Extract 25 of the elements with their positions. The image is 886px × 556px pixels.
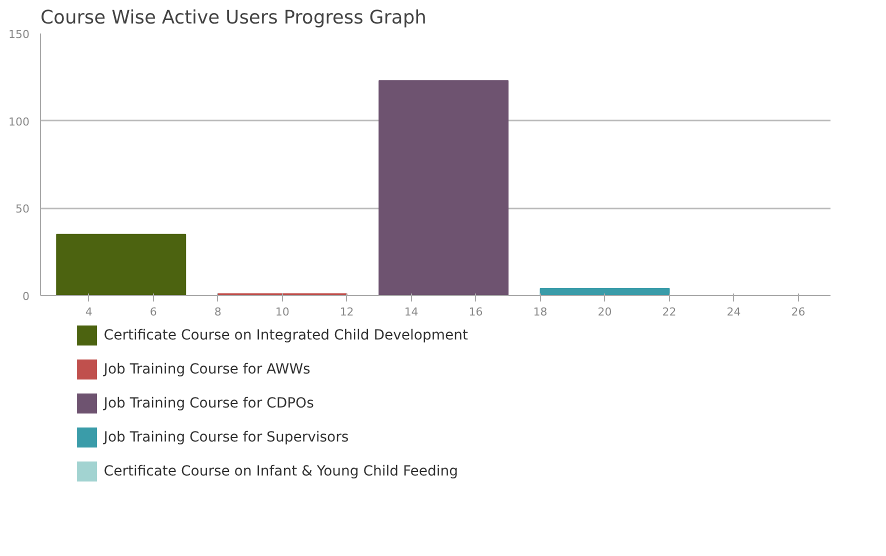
x-tick-label: 24 xyxy=(726,306,741,318)
chart-title: Course Wise Active Users Progress Graph xyxy=(40,8,426,28)
x-tick-label: 20 xyxy=(598,306,612,318)
bar xyxy=(378,80,509,296)
legend-label: Job Training Course for CDPOs xyxy=(102,396,314,412)
bar xyxy=(540,288,670,296)
y-tick-label: 100 xyxy=(8,115,30,128)
y-tick-label: 50 xyxy=(16,202,30,216)
x-tick-label: 16 xyxy=(468,306,483,318)
x-tick-label: 10 xyxy=(275,306,290,318)
y-tick-label: 150 xyxy=(8,28,30,41)
legend-label: Certificate Course on Integrated Child Development xyxy=(104,328,468,344)
legend-label: Certificate Course on Infant & Young Child Feeding xyxy=(104,464,458,480)
y-tick-label: 0 xyxy=(22,290,30,303)
legend-label: Job Training Course for AWWs xyxy=(102,362,310,378)
x-tick-label: 12 xyxy=(340,306,354,318)
x-tick-label: 14 xyxy=(404,306,418,318)
x-tick-label: 8 xyxy=(214,306,222,318)
bar xyxy=(56,234,186,296)
legend-label: Job Training Course for Supervisors xyxy=(102,430,349,446)
x-tick-label: 22 xyxy=(662,306,676,318)
x-tick-label: 4 xyxy=(85,306,92,318)
x-tick-label: 18 xyxy=(533,306,548,318)
x-tick-label: 6 xyxy=(150,306,157,318)
x-tick-label: 26 xyxy=(791,306,806,318)
